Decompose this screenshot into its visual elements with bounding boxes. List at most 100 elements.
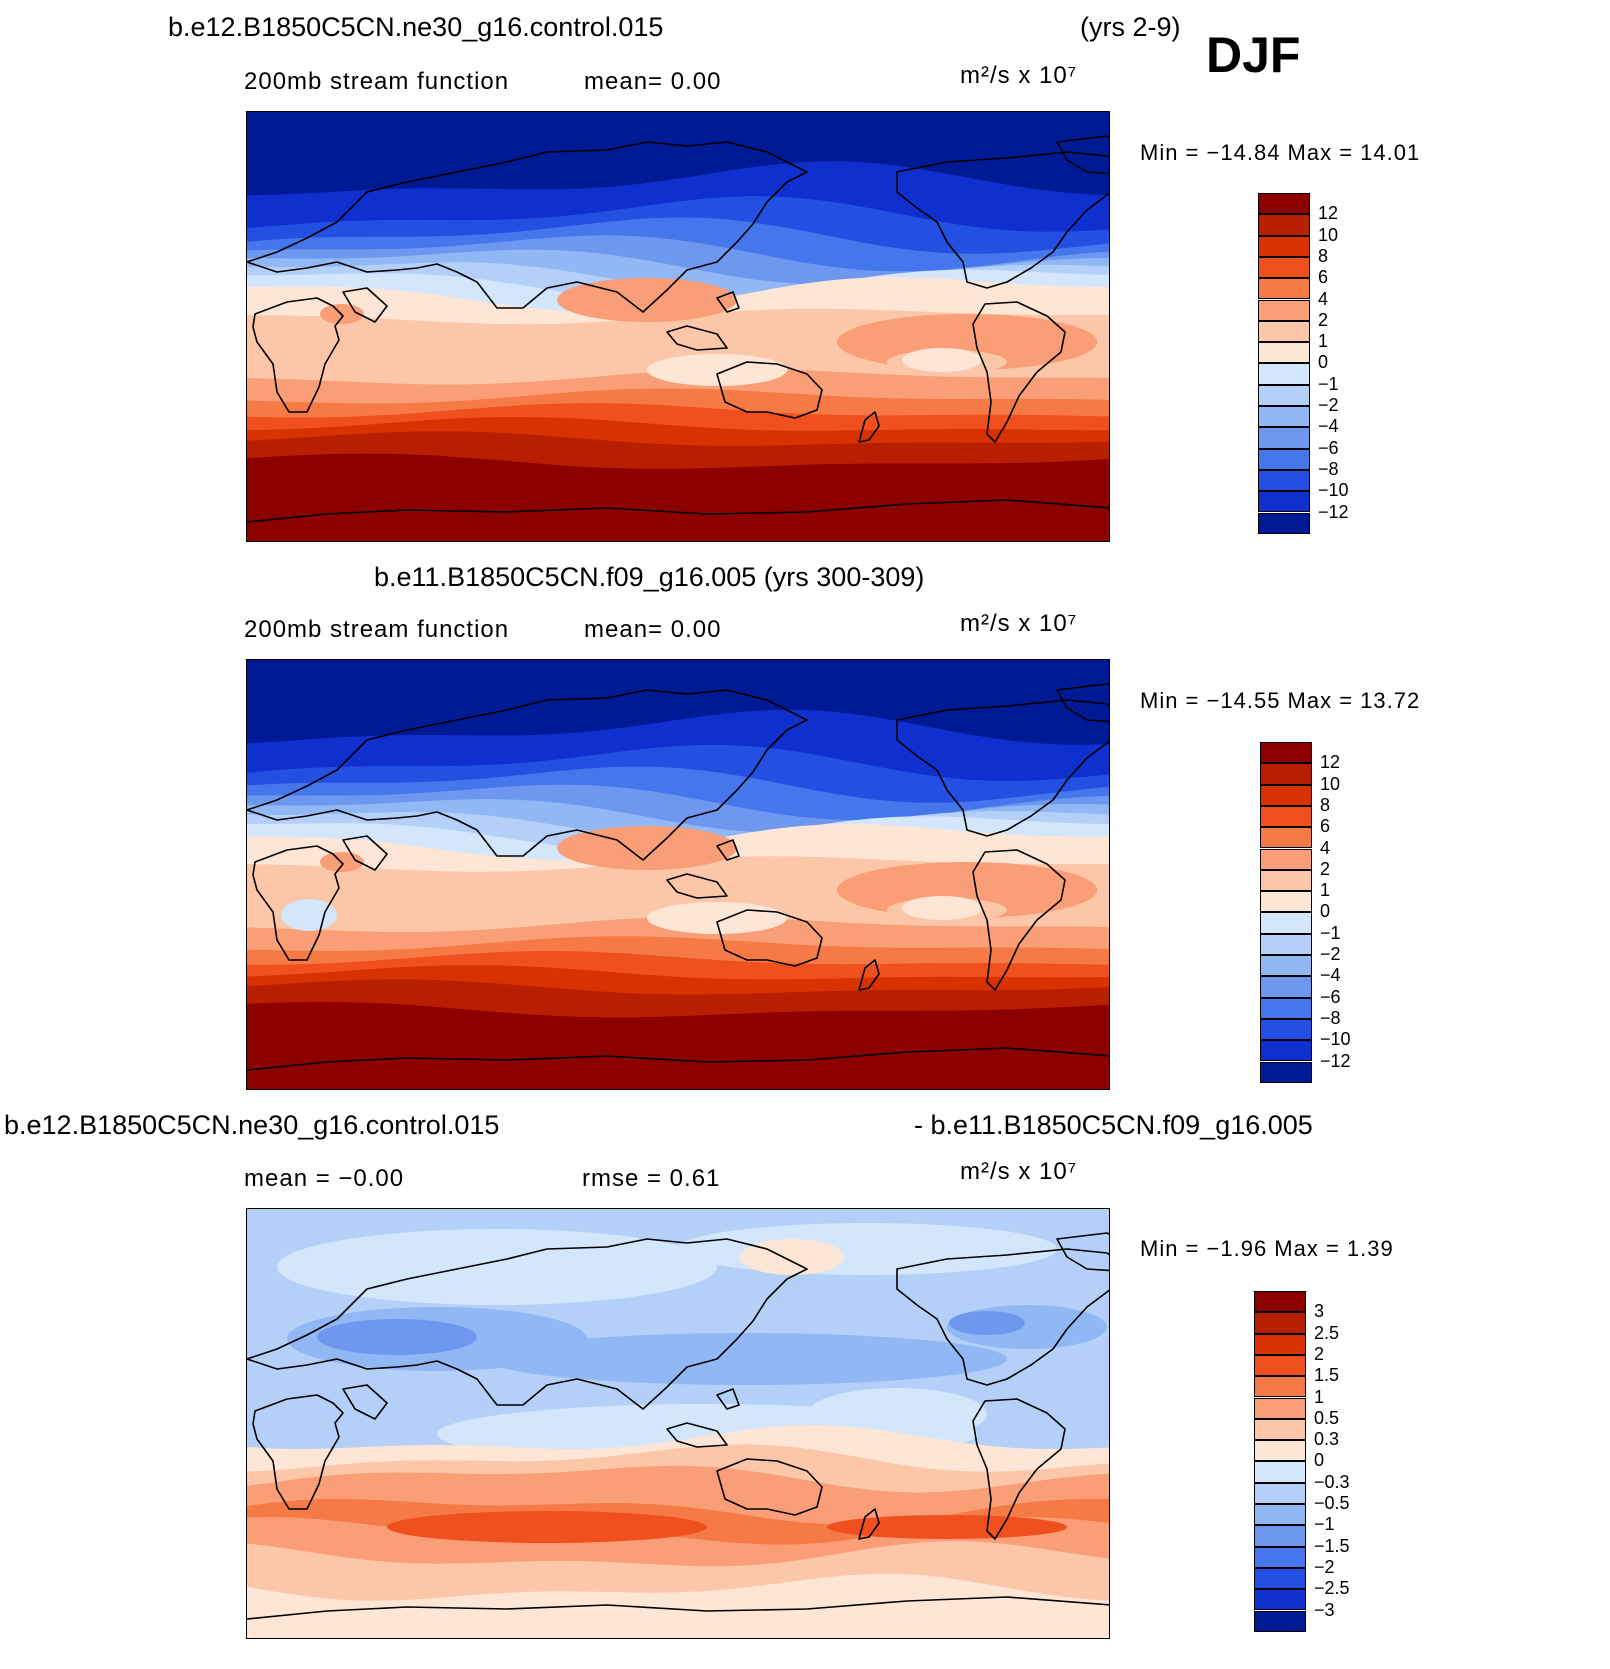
colorbar-tick-label: 1	[1320, 880, 1331, 901]
contour-blob	[281, 899, 337, 931]
colorbar-tick-label: −2	[1318, 395, 1339, 415]
contour-blob	[827, 1515, 1067, 1539]
coastline	[716, 1458, 823, 1516]
contour-blob	[557, 826, 737, 870]
contour-blob	[740, 1239, 844, 1275]
colorbar-swatch	[1258, 193, 1310, 215]
colorbar-swatch	[1254, 1525, 1306, 1547]
contour-blob	[487, 1333, 1007, 1385]
colorbar-tick-label: −8	[1320, 1007, 1341, 1028]
contour-blob	[277, 1229, 717, 1305]
colorbar-swatch	[1260, 1040, 1312, 1062]
coastline	[247, 1047, 1109, 1071]
colorbar-swatch	[1258, 363, 1310, 385]
colorbar-swatch	[1260, 869, 1312, 892]
colorbar-swatch	[1254, 1461, 1306, 1483]
contour-blob	[677, 1223, 1057, 1275]
panel1-units: m²/s x 10⁷	[960, 62, 1078, 89]
colorbar-tick-label: 8	[1318, 245, 1329, 266]
coastline	[858, 959, 880, 991]
contour-blob	[317, 1319, 477, 1355]
colorbar-swatch	[1260, 827, 1312, 849]
colorbar-swatch	[1260, 784, 1312, 806]
colorbar-tick-label: −12	[1318, 501, 1349, 522]
coastline	[666, 873, 728, 899]
colorbar-tick-label: −0.3	[1314, 1471, 1350, 1492]
colorbar-swatch	[1258, 448, 1310, 470]
coastline	[342, 1384, 388, 1420]
colorbar-swatch	[1260, 912, 1312, 934]
contour-blob	[387, 1511, 707, 1543]
coastline	[716, 291, 740, 313]
coastlines	[247, 135, 1109, 523]
coastline	[716, 839, 740, 861]
coastline	[896, 1248, 1109, 1386]
colorbar-swatch	[1254, 1504, 1306, 1526]
coastline	[716, 361, 823, 419]
coastline	[666, 1422, 728, 1448]
colorbar-tick-label: 2	[1314, 1343, 1325, 1364]
panel3-units: m²/s x 10⁷	[960, 1158, 1078, 1185]
colorbar-swatch	[1254, 1354, 1306, 1377]
colorbar-tick-label: −8	[1318, 458, 1339, 479]
colorbar-tick-label: −1	[1314, 1514, 1335, 1535]
colorbar-tick-label: −4	[1320, 965, 1341, 986]
colorbar-swatch	[1254, 1589, 1306, 1611]
colorbar-swatch	[1254, 1291, 1306, 1313]
colorbar-tick-label: −1.5	[1314, 1535, 1350, 1556]
colorbar-tick-label: −12	[1320, 1050, 1351, 1071]
colorbar-tick-label: 2	[1318, 309, 1329, 330]
panel1-variable: 200mb stream function	[244, 68, 510, 95]
colorbar-swatch	[1260, 891, 1312, 913]
colorbar-swatch	[1254, 1418, 1306, 1441]
colorbar-swatch	[1254, 1312, 1306, 1334]
panel3-minmax: Min = −1.96 Max = 1.39	[1140, 1236, 1394, 1261]
coastline	[342, 835, 388, 871]
colorbar-swatch	[1258, 320, 1310, 343]
coastline	[1056, 683, 1109, 723]
colorbar-tick-label: 1.5	[1314, 1365, 1340, 1386]
panel1-map	[246, 111, 1110, 542]
colorbar-tick-label: −1	[1318, 373, 1339, 394]
colorbar-swatch	[1258, 278, 1310, 300]
panel1-years: (yrs 2-9)	[1080, 12, 1181, 42]
colorbar-swatch	[1258, 342, 1310, 364]
colorbar-tick-label: 0	[1314, 1450, 1325, 1471]
season-label: DJF	[1206, 27, 1301, 83]
coastline	[252, 845, 344, 961]
colorbar-tick-label: 0	[1320, 901, 1331, 922]
contour-blob	[949, 1311, 1025, 1335]
colorbar-tick-label: −6	[1318, 437, 1339, 458]
panel2-case-title: b.e11.B1850C5CN.f09_g16.005 (yrs 300-309…	[374, 562, 925, 592]
colorbar-swatch	[1254, 1567, 1306, 1590]
colorbar-swatch	[1260, 933, 1312, 955]
colorbar-swatch	[1254, 1397, 1306, 1419]
panel1-case-title: b.e12.B1850C5CN.ne30_g16.control.015	[168, 12, 664, 42]
coastline	[247, 1238, 808, 1410]
colorbar-swatch	[1260, 742, 1312, 764]
colorbar-tick-label: −0.5	[1314, 1493, 1350, 1513]
coastline	[972, 1398, 1066, 1540]
coastline	[247, 141, 808, 313]
contour-blob	[647, 902, 787, 934]
coastline	[972, 301, 1066, 443]
colorbar-swatch	[1254, 1376, 1306, 1398]
colorbar-swatch	[1260, 1018, 1312, 1041]
colorbar-swatch	[1260, 976, 1312, 998]
colorbar-tick-label: −3	[1314, 1599, 1335, 1620]
panel1-mean: mean= 0.00	[584, 68, 722, 95]
colorbar-tick-label: 10	[1320, 773, 1341, 794]
colorbar-swatch	[1260, 848, 1312, 870]
coastline	[252, 297, 344, 413]
coastline	[247, 689, 808, 861]
coastline	[858, 411, 880, 443]
coastline	[342, 287, 388, 323]
colorbar-tick-label: −1	[1320, 922, 1341, 943]
coastline	[1056, 1232, 1109, 1272]
panel1-colorbar: 12 10 8 6 4 2 1 0 −1 −2 −4 −6 −8 −10 −12	[1258, 193, 1349, 534]
colorbar-swatch	[1258, 235, 1310, 257]
colorbar-tick-label: 0.5	[1314, 1407, 1340, 1428]
coastline	[858, 1508, 880, 1540]
panel2-map	[246, 659, 1110, 1090]
colorbar-tick-label: 6	[1318, 267, 1329, 288]
